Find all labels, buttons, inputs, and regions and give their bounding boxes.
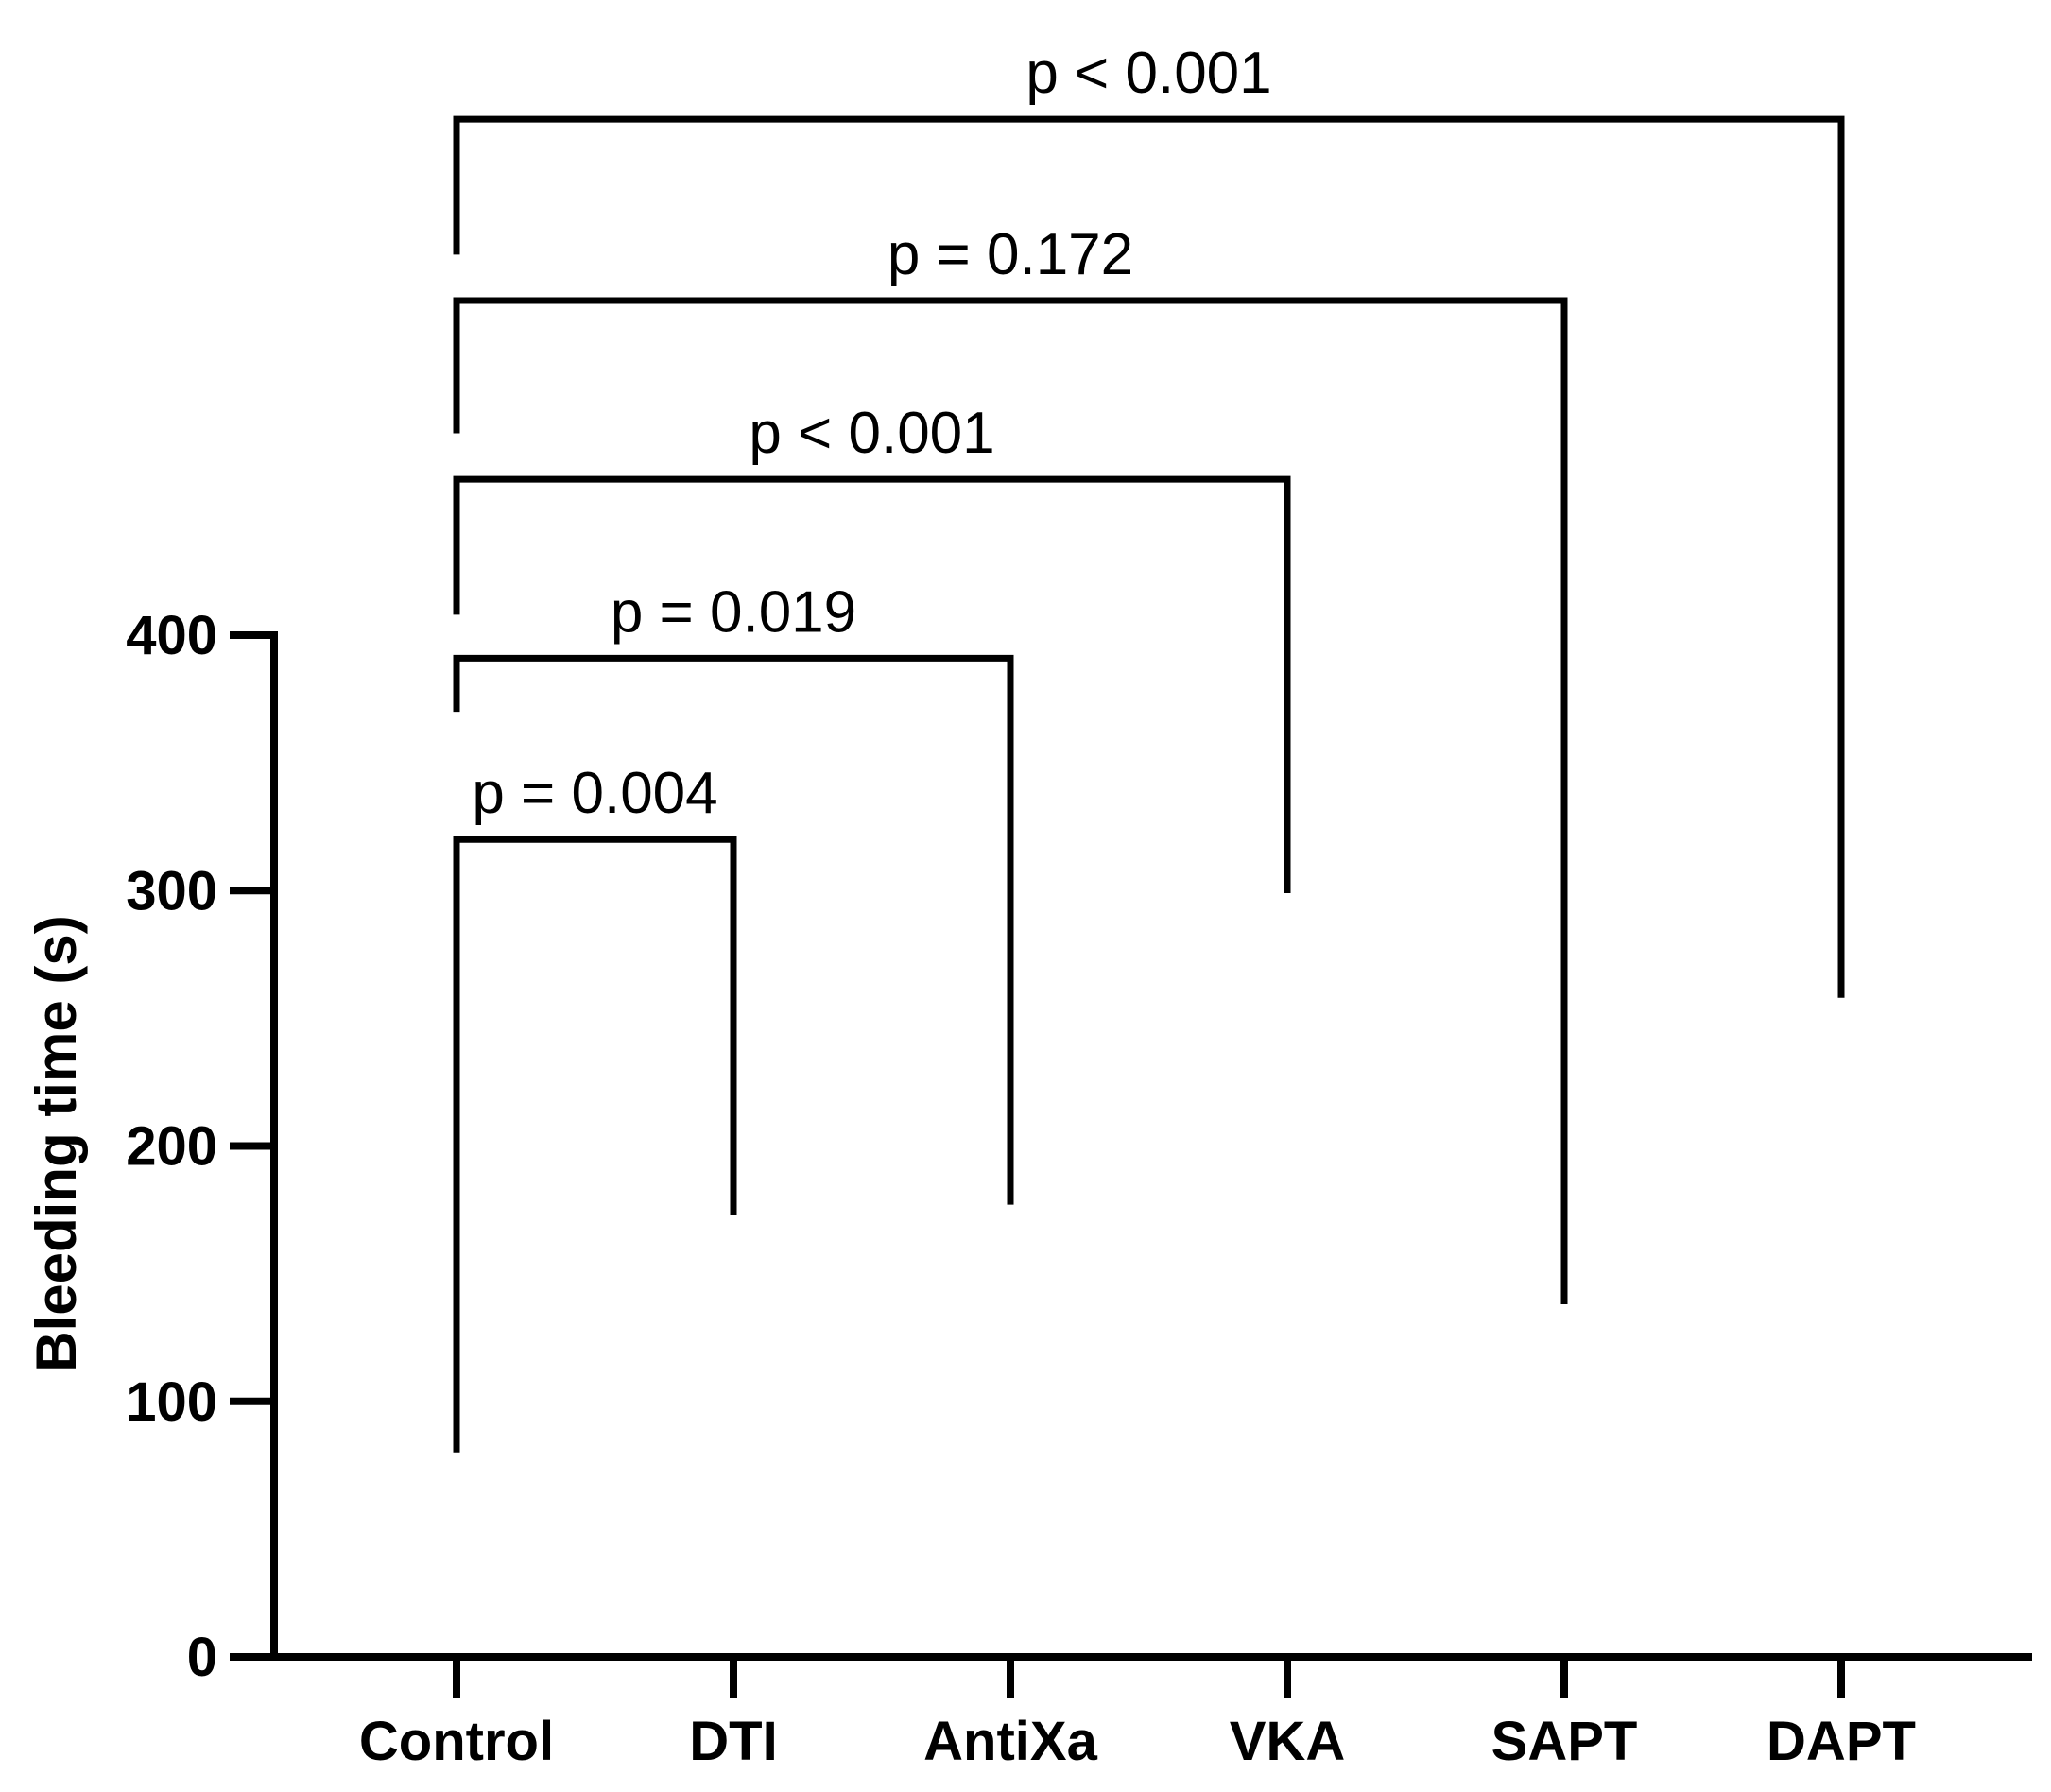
p-value-label: p = 0.019 [611, 579, 856, 645]
comparison-bracket [453, 475, 1291, 893]
y-tick-label: 200 [126, 1116, 217, 1178]
y-axis-title: Bleeding time (s) [25, 915, 88, 1371]
y-axis-ticks: 0 100 200 300 400 [126, 605, 274, 1688]
comparison-brackets: p = 0.004 p = 0.019 p < 0.001 p = 0.172 p < … [453, 41, 1845, 1453]
y-tick-label: 400 [126, 605, 217, 666]
p-value-label: p < 0.001 [1026, 41, 1271, 106]
y-tick-label: 100 [126, 1371, 217, 1433]
comparison-bracket [453, 115, 1845, 998]
x-category-label: VKA [1230, 1711, 1345, 1772]
p-value-label: p < 0.001 [749, 401, 994, 466]
p-value-label: p = 0.172 [888, 222, 1133, 287]
x-axis-ticks: Control DTI AntiXa VKA SAPT DAPT [359, 1657, 1916, 1772]
comparison-bracket [453, 654, 1014, 1205]
y-tick-label: 300 [126, 860, 217, 922]
x-category-label: SAPT [1491, 1711, 1638, 1772]
comparison-bracket [453, 297, 1568, 1305]
x-category-label: DTI [689, 1711, 777, 1772]
x-category-label: DAPT [1767, 1711, 1916, 1772]
x-category-label: Control [359, 1711, 554, 1772]
comparison-bracket [453, 836, 737, 1453]
p-value-label: p = 0.004 [472, 761, 717, 826]
y-tick-label: 0 [187, 1627, 217, 1688]
x-category-label: AntiXa [923, 1711, 1097, 1772]
